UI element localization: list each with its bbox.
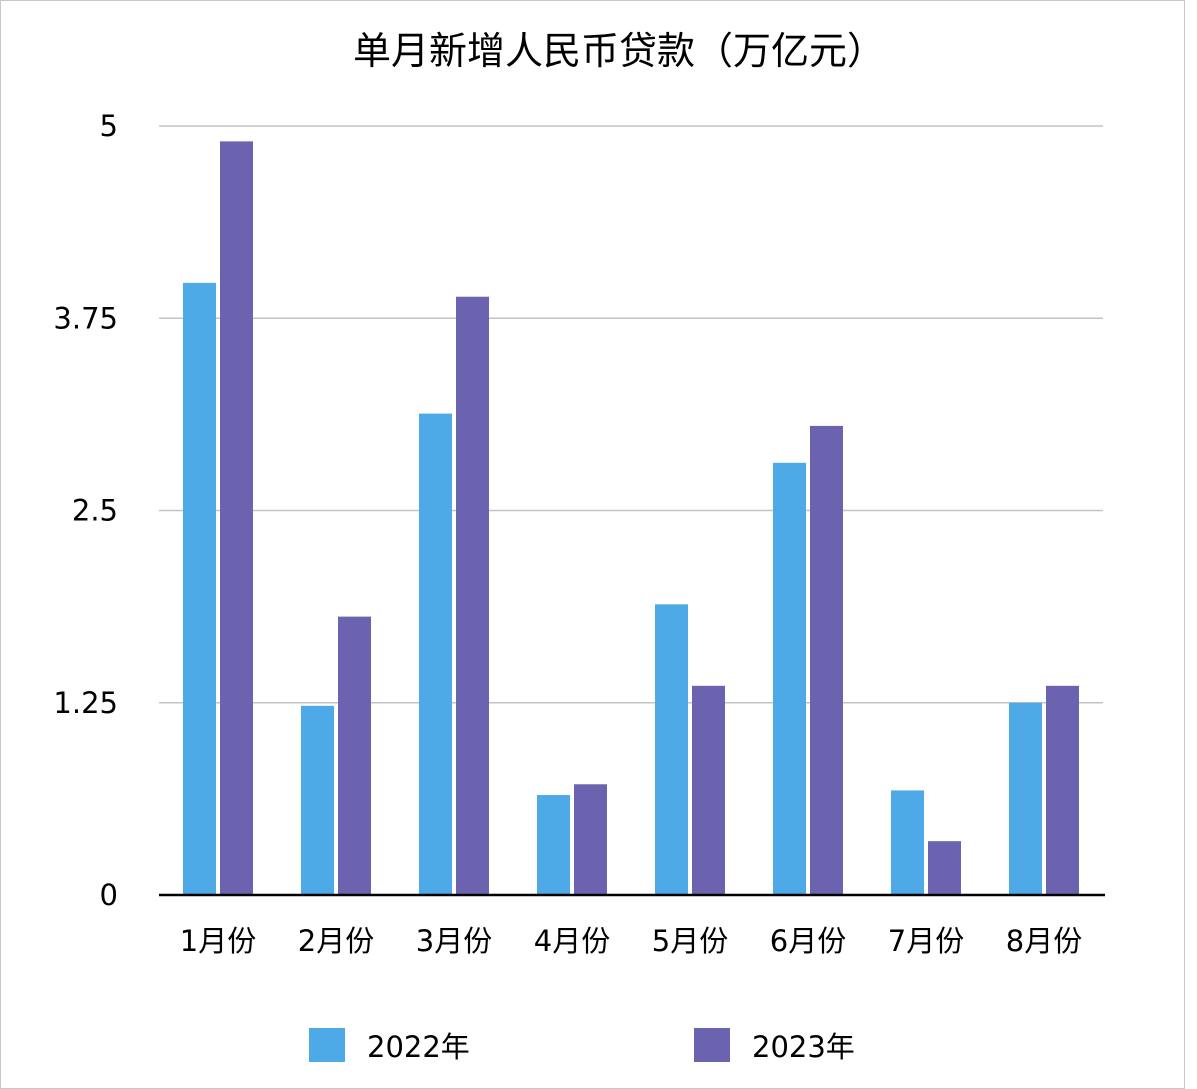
x-tick-label: 8月份 — [1006, 924, 1082, 958]
bar — [692, 685, 725, 895]
bar — [183, 282, 216, 896]
bar — [773, 462, 806, 895]
bar — [655, 604, 688, 895]
legend: 2022年 2023年 — [309, 1028, 855, 1064]
bar — [301, 705, 334, 895]
x-tick-label: 6月份 — [770, 924, 846, 958]
bar — [537, 795, 570, 895]
bar — [810, 425, 843, 895]
bar — [928, 841, 961, 895]
bar — [338, 616, 371, 895]
y-tick-label: 1.25 — [53, 686, 118, 720]
bar — [574, 784, 607, 895]
x-tick-label: 4月份 — [534, 924, 610, 958]
y-tick-label: 0 — [100, 878, 118, 912]
legend-swatch — [694, 1028, 730, 1062]
y-axis-labels: 0 1.25 2.5 3.75 5 — [53, 109, 118, 912]
bar — [1046, 685, 1079, 895]
chart-title: 单月新增人民币贷款（万亿元） — [353, 29, 885, 73]
bar — [456, 296, 489, 895]
x-axis-labels: 1月份 2月份 3月份 4月份 5月份 6月份 7月份 8月份 — [180, 924, 1082, 958]
x-tick-label: 7月份 — [888, 924, 964, 958]
bar — [891, 790, 924, 895]
x-tick-label: 5月份 — [652, 924, 728, 958]
y-tick-label: 5 — [100, 109, 118, 143]
legend-swatch — [309, 1028, 345, 1062]
bar — [220, 141, 253, 895]
legend-label: 2023年 — [752, 1030, 855, 1064]
legend-label: 2022年 — [367, 1030, 470, 1064]
y-tick-label: 2.5 — [72, 494, 118, 528]
x-tick-label: 3月份 — [416, 924, 492, 958]
x-tick-label: 2月份 — [298, 924, 374, 958]
bar — [1009, 702, 1042, 895]
gridlines — [159, 125, 1103, 704]
bars — [183, 141, 1079, 896]
y-tick-label: 3.75 — [53, 301, 118, 335]
bar — [419, 413, 452, 895]
x-tick-label: 1月份 — [180, 924, 256, 958]
